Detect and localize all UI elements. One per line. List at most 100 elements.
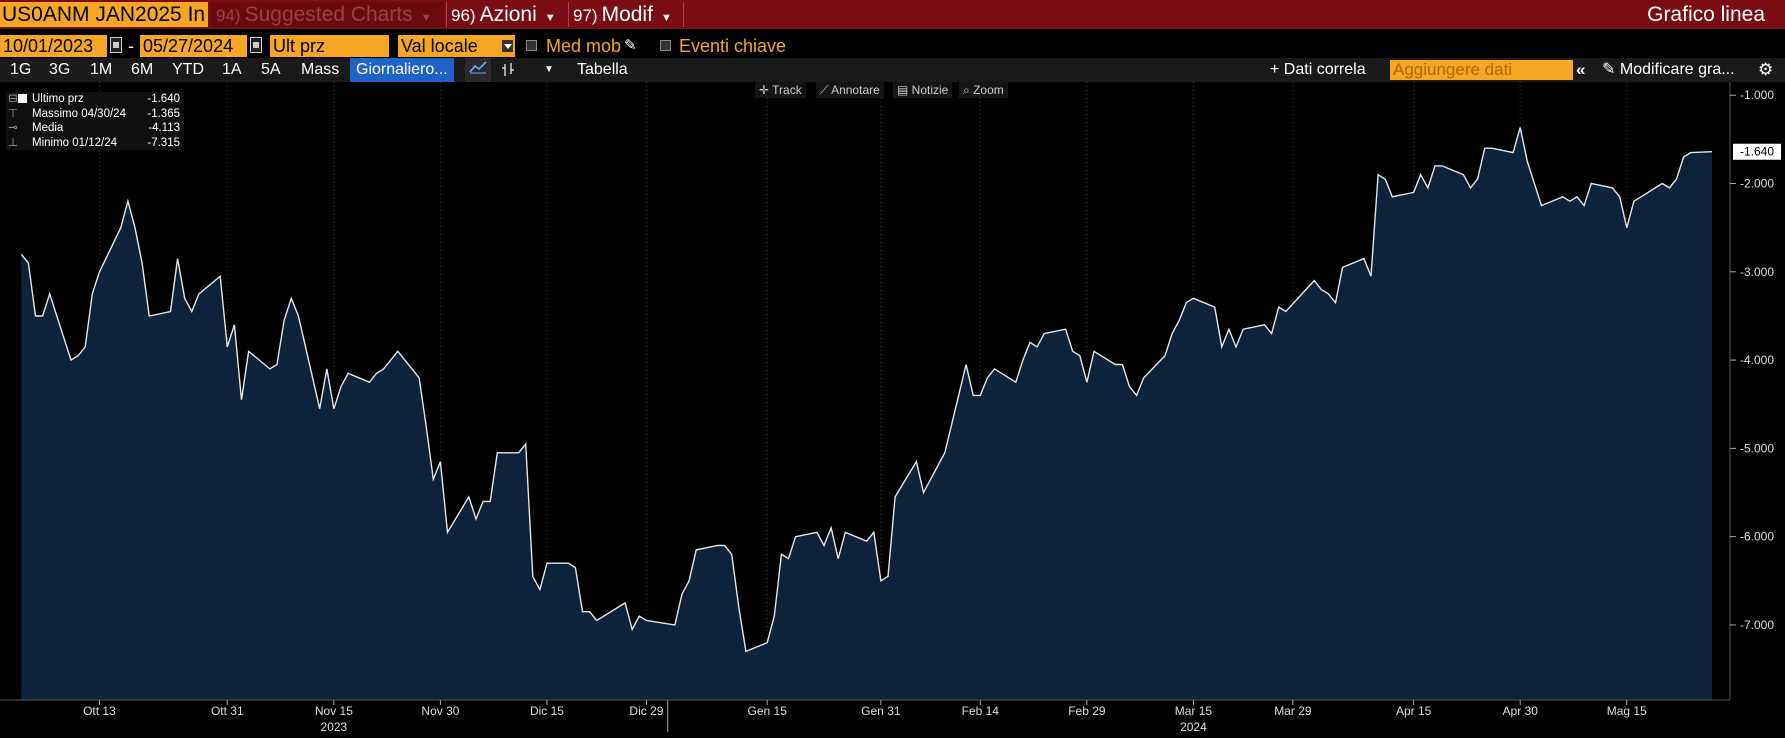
legend-item-high[interactable]: ⊤ Massimo 04/30/24 -1.365 bbox=[6, 107, 184, 122]
x-year-label: 2024 bbox=[1180, 720, 1207, 734]
moving-average-label[interactable]: Med mob bbox=[546, 36, 622, 56]
news-icon: ▤ bbox=[897, 83, 912, 97]
calendar-icon[interactable] bbox=[110, 37, 122, 53]
annotate-label: Annotare bbox=[831, 83, 880, 97]
date-controls-row: 10/01/2023 - 05/27/2024 Ult prz Val loca… bbox=[0, 35, 1785, 58]
price-line bbox=[20, 127, 1713, 653]
date-separator: - bbox=[128, 36, 134, 56]
x-tick-label: Ott 13 bbox=[83, 704, 116, 718]
y-tick-label: -7.000 bbox=[1740, 618, 1774, 632]
legend-item-last[interactable]: ⊟ Ultimo prz -1.640 bbox=[6, 92, 184, 107]
y-tick-label: -6.000 bbox=[1740, 530, 1774, 544]
x-tick-label: Mag 15 bbox=[1607, 704, 1647, 718]
y-tick-label: -4.000 bbox=[1740, 353, 1774, 367]
chevron-down-icon[interactable]: ▼ bbox=[544, 64, 554, 75]
high-marker-icon: ⊤ bbox=[7, 107, 19, 120]
period-ytd[interactable]: YTD bbox=[172, 61, 204, 78]
period-mass[interactable]: Mass bbox=[301, 61, 340, 78]
x-axis: Ott 13 Ott 31 Nov 15 Nov 30 Dic 15 Dic 29 Gen … bbox=[83, 700, 1647, 734]
x-tick-label: Apr 15 bbox=[1396, 704, 1432, 718]
x-tick-label: Nov 15 bbox=[315, 704, 353, 718]
last-value-badge bbox=[1733, 143, 1781, 160]
chevron-down-icon[interactable] bbox=[502, 40, 513, 52]
legend-label: Ultimo prz bbox=[32, 93, 84, 105]
x-tick-label: Dic 15 bbox=[530, 704, 564, 718]
gear-icon[interactable]: ⚙ bbox=[1758, 60, 1774, 79]
price-field-select[interactable]: Ult prz bbox=[270, 35, 389, 57]
legend-item-average[interactable]: ⊸ Media -4.113 bbox=[6, 121, 184, 136]
modify-chart-label: Modificare gra... bbox=[1619, 61, 1735, 78]
azioni-number: 96) bbox=[451, 6, 476, 25]
price-chart[interactable]: -1.000 -2.000 -3.000 -4.000 -5.000 -6.000 -7.0… bbox=[0, 82, 1785, 738]
pencil-icon[interactable]: ✎ bbox=[624, 37, 637, 54]
x-tick-label: Apr 30 bbox=[1503, 704, 1539, 718]
table-button[interactable]: Tabella bbox=[577, 61, 628, 78]
annotate-icon: ⟋ bbox=[820, 83, 832, 97]
add-data-input[interactable]: Aggiungere dati bbox=[1390, 60, 1573, 80]
last-value-label: -1.640 bbox=[1733, 143, 1781, 160]
zoom-icon: ⌕ bbox=[963, 83, 974, 97]
collapse-box-icon[interactable]: ⊟ bbox=[8, 93, 18, 105]
chevron-down-icon: ▼ bbox=[660, 12, 672, 24]
x-tick-label: Gen 15 bbox=[748, 704, 788, 718]
ticker-field[interactable]: US0ANM JAN2025 In bbox=[0, 2, 208, 27]
legend-label: Minimo 01/12/24 bbox=[32, 136, 118, 149]
period-5a[interactable]: 5A bbox=[261, 61, 281, 78]
x-tick-label: Ott 31 bbox=[211, 704, 244, 718]
zoom-label: Zoom bbox=[973, 83, 1004, 97]
key-events-label[interactable]: Eventi chiave bbox=[679, 36, 787, 56]
period-3g[interactable]: 3G bbox=[49, 61, 71, 78]
modif-menu[interactable]: 97) Modif ▼ bbox=[568, 2, 684, 27]
price-area bbox=[21, 127, 1712, 700]
suggested-charts-menu[interactable]: 94) Suggested Charts ▼ bbox=[210, 2, 444, 27]
period-1g[interactable]: 1G bbox=[10, 61, 32, 78]
average-marker-icon: ⊸ bbox=[8, 122, 18, 134]
top-bar: US0ANM JAN2025 In 94) Suggested Charts ▼ 9… bbox=[0, 0, 1785, 29]
crosshair-icon: ✛ bbox=[759, 83, 773, 97]
chevron-down-icon: ▼ bbox=[420, 12, 432, 24]
collapse-icon[interactable]: « bbox=[1576, 60, 1586, 79]
bar-chart-icon[interactable] bbox=[500, 58, 516, 82]
zoom-tool[interactable]: ⌕ Zoom bbox=[959, 82, 1008, 98]
modif-label: Modif bbox=[601, 3, 653, 26]
legend-value: -1.365 bbox=[147, 107, 180, 120]
y-tick-label: -5.000 bbox=[1740, 441, 1774, 455]
period-1a[interactable]: 1A bbox=[222, 61, 242, 78]
x-tick-label: Nov 30 bbox=[421, 704, 459, 718]
y-tick-label: -3.000 bbox=[1740, 265, 1774, 279]
modify-chart-button[interactable]: ✎ Modificare gra... bbox=[1602, 58, 1735, 82]
correlation-data-button[interactable]: + Dati correla bbox=[1270, 61, 1366, 78]
series-color-swatch bbox=[18, 94, 27, 103]
legend-label: Media bbox=[32, 122, 64, 134]
chart-legend: ⊟ Ultimo prz -1.640 ⊤ Massimo 04/30/24 -… bbox=[6, 92, 184, 150]
legend-label: Massimo 04/30/24 bbox=[32, 107, 126, 120]
end-date-input[interactable]: 05/27/2024 bbox=[140, 35, 247, 57]
y-tick-label: -1.000 bbox=[1740, 88, 1774, 102]
key-events-checkbox[interactable] bbox=[660, 40, 671, 51]
moving-average-checkbox[interactable] bbox=[526, 40, 537, 51]
period-toolbar: 1G 3G 1M 6M YTD 1A 5A Mass Giornaliero..… bbox=[0, 58, 1785, 82]
track-label: Track bbox=[772, 83, 802, 97]
y-tick-label: -2.000 bbox=[1740, 177, 1774, 191]
x-tick-label: Dic 29 bbox=[629, 704, 663, 718]
annotate-tool[interactable]: ⟋ Annotare bbox=[816, 82, 884, 98]
legend-item-low[interactable]: ⊥ Minimo 01/12/24 -7.315 bbox=[6, 136, 184, 151]
x-tick-label: Feb 14 bbox=[962, 704, 1000, 718]
news-label: Notizie bbox=[911, 83, 949, 97]
modif-number: 97) bbox=[573, 6, 598, 25]
news-tool[interactable]: ▤ Notizie bbox=[893, 82, 953, 98]
calendar-icon[interactable] bbox=[250, 37, 262, 53]
azioni-label: Azioni bbox=[479, 3, 537, 26]
track-tool[interactable]: ✛ Track bbox=[755, 82, 806, 98]
frequency-select[interactable]: Giornaliero... bbox=[350, 58, 454, 82]
line-chart-icon[interactable] bbox=[465, 58, 491, 82]
azioni-menu[interactable]: 96) Azioni ▼ bbox=[446, 2, 567, 27]
period-1m[interactable]: 1M bbox=[90, 61, 113, 78]
legend-value: -4.113 bbox=[148, 122, 180, 134]
currency-select[interactable]: Val locale bbox=[398, 35, 515, 57]
suggested-charts-label: Suggested Charts bbox=[244, 3, 413, 26]
start-date-input[interactable]: 10/01/2023 bbox=[0, 35, 107, 57]
period-6m[interactable]: 6M bbox=[131, 61, 154, 78]
chart-type-title: Grafico linea bbox=[1647, 3, 1765, 26]
x-year-label: 2023 bbox=[321, 720, 348, 734]
